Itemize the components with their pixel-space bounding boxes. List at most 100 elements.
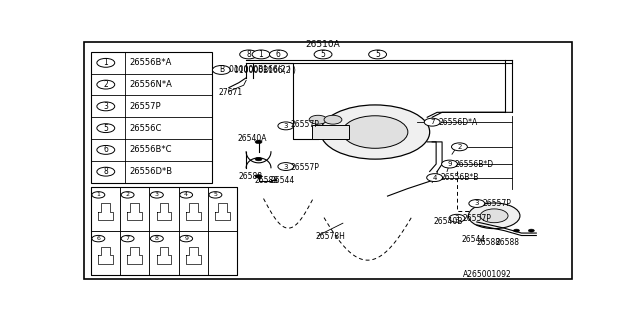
- Text: 26556D*B: 26556D*B: [129, 167, 173, 176]
- Text: 5: 5: [103, 124, 108, 132]
- Bar: [91, 188, 237, 275]
- Bar: [120, 188, 150, 231]
- Text: 9: 9: [447, 161, 452, 167]
- Text: 26557P: 26557P: [483, 199, 511, 208]
- Circle shape: [252, 50, 270, 59]
- Circle shape: [209, 192, 222, 198]
- Text: 26588: 26588: [239, 172, 263, 181]
- Text: 26540A: 26540A: [237, 134, 268, 143]
- Circle shape: [97, 102, 115, 111]
- Circle shape: [97, 58, 115, 67]
- Bar: [208, 231, 237, 275]
- Circle shape: [449, 214, 465, 222]
- Circle shape: [480, 209, 508, 223]
- Text: 26588: 26588: [495, 238, 520, 247]
- Text: 5: 5: [214, 192, 218, 197]
- Text: 2: 2: [457, 144, 461, 150]
- Text: 010000B166(2 ): 010000B166(2 ): [229, 65, 291, 75]
- Bar: [91, 52, 212, 182]
- Text: 26557P: 26557P: [463, 214, 492, 223]
- Text: 1: 1: [104, 58, 108, 67]
- Text: 26557P: 26557P: [129, 102, 161, 111]
- Circle shape: [150, 236, 163, 242]
- Circle shape: [309, 115, 327, 124]
- Circle shape: [324, 115, 342, 124]
- Text: 9: 9: [184, 236, 188, 241]
- Text: 26588: 26588: [477, 238, 501, 247]
- Bar: [150, 188, 179, 231]
- Text: 26556C: 26556C: [129, 124, 162, 132]
- Text: 7: 7: [125, 236, 130, 241]
- Circle shape: [278, 122, 294, 130]
- Circle shape: [97, 80, 115, 89]
- Text: 3: 3: [474, 201, 479, 206]
- Text: 2: 2: [104, 80, 108, 89]
- Text: 4: 4: [433, 175, 437, 180]
- Text: 7: 7: [430, 119, 435, 125]
- Text: 26557P: 26557P: [291, 163, 319, 172]
- Circle shape: [180, 236, 193, 242]
- Text: 010000B166(2 ): 010000B166(2 ): [234, 66, 296, 75]
- Circle shape: [369, 50, 387, 59]
- Text: 26556B*C: 26556B*C: [129, 145, 172, 154]
- Text: 26544: 26544: [462, 235, 486, 244]
- Bar: [120, 231, 150, 275]
- Text: 6: 6: [103, 145, 108, 154]
- Text: 1: 1: [97, 192, 100, 197]
- Text: 27671: 27671: [219, 88, 243, 97]
- Circle shape: [255, 157, 262, 161]
- Text: 3: 3: [454, 215, 460, 221]
- Text: 8: 8: [246, 50, 251, 59]
- Bar: [208, 188, 237, 231]
- Circle shape: [97, 146, 115, 154]
- Circle shape: [92, 236, 105, 242]
- Text: 3: 3: [284, 164, 288, 170]
- Circle shape: [269, 50, 287, 59]
- Circle shape: [442, 160, 458, 168]
- Circle shape: [212, 66, 230, 74]
- Bar: [91, 231, 120, 275]
- Text: 5: 5: [375, 50, 380, 59]
- Circle shape: [121, 236, 134, 242]
- Text: 2: 2: [125, 192, 130, 197]
- Text: 6: 6: [276, 50, 281, 59]
- Text: B: B: [219, 65, 224, 75]
- Circle shape: [427, 174, 443, 181]
- Text: 26556N*A: 26556N*A: [129, 80, 172, 89]
- Circle shape: [513, 229, 520, 232]
- Circle shape: [469, 200, 484, 207]
- Text: 26557P: 26557P: [291, 120, 319, 129]
- Text: 26556B*D: 26556B*D: [455, 160, 494, 169]
- Text: 26556D*A: 26556D*A: [438, 118, 477, 127]
- Text: 26588: 26588: [255, 176, 278, 185]
- Circle shape: [468, 203, 520, 228]
- Bar: [312, 124, 349, 140]
- Circle shape: [314, 50, 332, 59]
- Circle shape: [278, 163, 294, 171]
- Circle shape: [529, 229, 534, 232]
- Text: 3: 3: [284, 123, 288, 129]
- Text: 26510A: 26510A: [306, 40, 340, 49]
- Circle shape: [97, 167, 115, 176]
- Bar: [179, 188, 208, 231]
- Text: 5: 5: [321, 50, 326, 59]
- Circle shape: [150, 192, 163, 198]
- Text: A265001092: A265001092: [463, 270, 511, 279]
- Text: 26556B*A: 26556B*A: [129, 58, 172, 67]
- Circle shape: [321, 105, 429, 159]
- Circle shape: [342, 116, 408, 148]
- Circle shape: [240, 50, 257, 59]
- Bar: [150, 231, 179, 275]
- Circle shape: [424, 118, 440, 126]
- Circle shape: [255, 175, 262, 178]
- Text: 26540B: 26540B: [433, 218, 463, 227]
- Text: 3: 3: [155, 192, 159, 197]
- Text: 26544: 26544: [271, 176, 295, 185]
- Bar: [179, 231, 208, 275]
- Circle shape: [451, 143, 467, 151]
- Text: 8: 8: [155, 236, 159, 241]
- Circle shape: [92, 192, 105, 198]
- Text: 6: 6: [97, 236, 100, 241]
- Text: 26556B*B: 26556B*B: [440, 173, 479, 182]
- Text: 8: 8: [104, 167, 108, 176]
